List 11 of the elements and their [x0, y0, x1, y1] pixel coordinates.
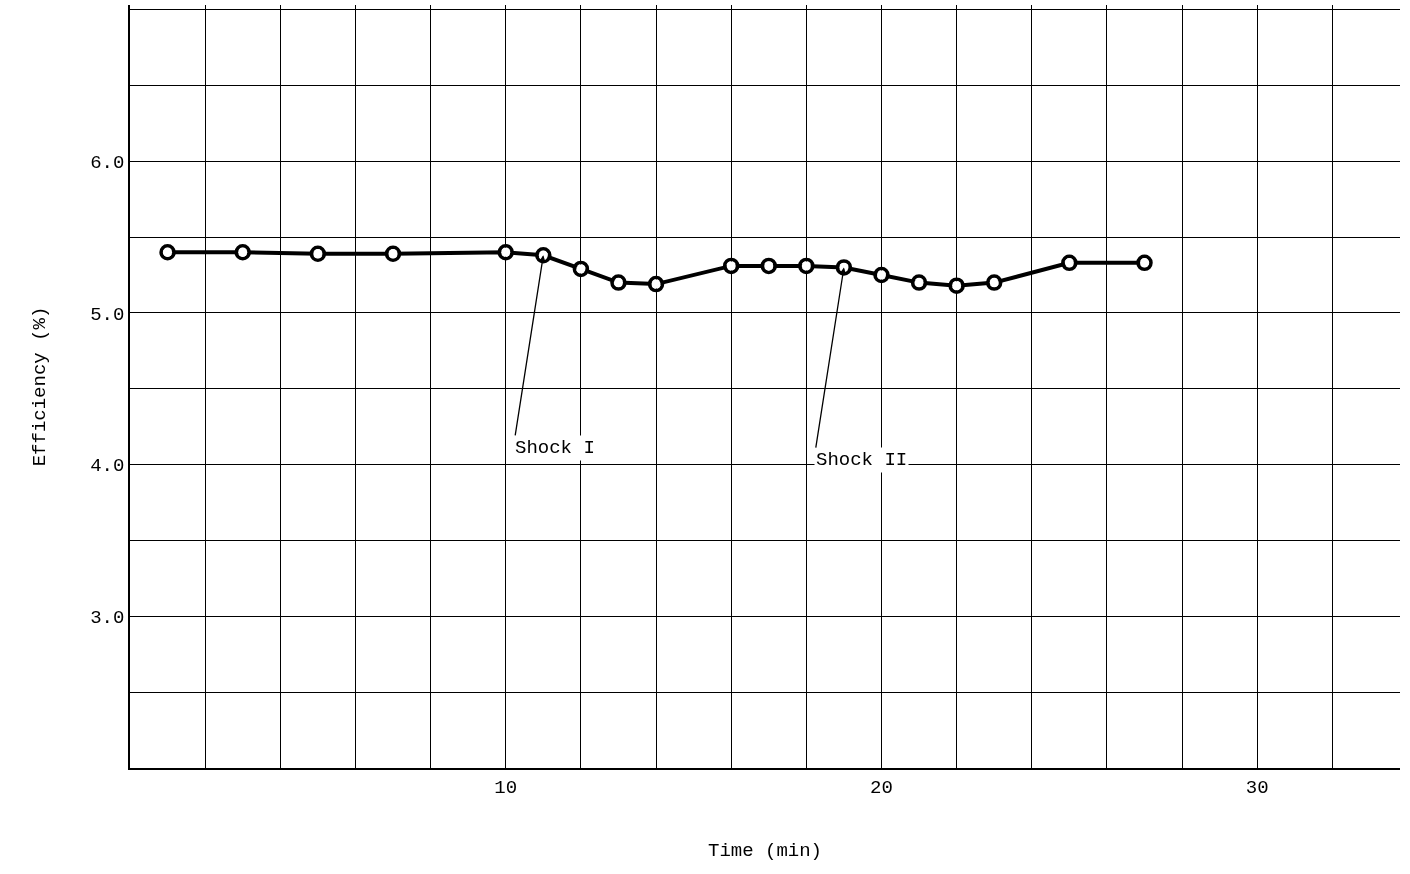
x-axis-title: Time (min) [707, 839, 823, 862]
y-axis-title: Efficiency (%) [28, 306, 51, 467]
y-tick-label: 4.0 [90, 455, 125, 478]
y-tick-label: 3.0 [90, 606, 125, 629]
x-tick-label: 20 [870, 776, 893, 799]
x-tick-label: 30 [1245, 776, 1269, 799]
annotation: Shock II [816, 449, 908, 471]
annotation: Shock I [515, 437, 595, 459]
x-tick-label: 10 [494, 776, 518, 799]
y-tick-label: 6.0 [90, 151, 125, 174]
y-tick-label: 5.0 [90, 303, 125, 326]
